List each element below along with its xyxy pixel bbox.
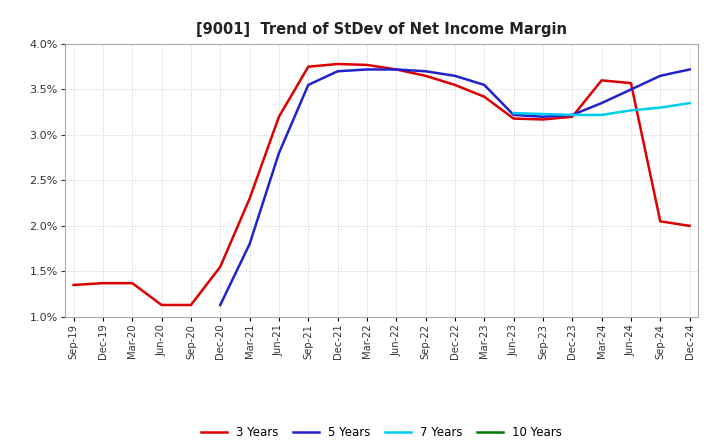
5 Years	[392, 67, 400, 72]
3 Years	[509, 116, 518, 121]
3 Years	[392, 67, 400, 72]
3 Years	[451, 82, 459, 88]
3 Years	[363, 62, 372, 68]
5 Years	[480, 82, 489, 88]
3 Years	[128, 281, 137, 286]
7 Years	[685, 100, 694, 106]
3 Years	[304, 64, 312, 70]
Legend: 3 Years, 5 Years, 7 Years, 10 Years: 3 Years, 5 Years, 7 Years, 10 Years	[201, 426, 562, 440]
5 Years	[246, 242, 254, 247]
7 Years	[568, 112, 577, 117]
5 Years	[626, 87, 635, 92]
3 Years	[656, 219, 665, 224]
5 Years	[568, 112, 577, 117]
3 Years	[99, 281, 107, 286]
5 Years	[656, 73, 665, 78]
5 Years	[598, 100, 606, 106]
3 Years	[598, 78, 606, 83]
3 Years	[539, 117, 547, 122]
5 Years	[509, 112, 518, 117]
5 Years	[216, 302, 225, 308]
Line: 5 Years: 5 Years	[220, 70, 690, 305]
3 Years	[568, 114, 577, 119]
5 Years	[539, 114, 547, 119]
7 Years	[626, 108, 635, 113]
3 Years	[69, 282, 78, 288]
7 Years	[539, 111, 547, 117]
Line: 7 Years: 7 Years	[513, 103, 690, 115]
5 Years	[451, 73, 459, 78]
5 Years	[685, 67, 694, 72]
3 Years	[157, 302, 166, 308]
7 Years	[598, 112, 606, 117]
3 Years	[186, 302, 195, 308]
5 Years	[274, 150, 283, 156]
3 Years	[246, 196, 254, 201]
5 Years	[363, 67, 372, 72]
7 Years	[509, 110, 518, 116]
5 Years	[304, 82, 312, 88]
Line: 3 Years: 3 Years	[73, 64, 690, 305]
3 Years	[274, 114, 283, 119]
3 Years	[685, 223, 694, 228]
3 Years	[480, 94, 489, 99]
3 Years	[626, 81, 635, 86]
Title: [9001]  Trend of StDev of Net Income Margin: [9001] Trend of StDev of Net Income Marg…	[196, 22, 567, 37]
7 Years	[656, 105, 665, 110]
3 Years	[216, 264, 225, 269]
3 Years	[333, 61, 342, 66]
3 Years	[421, 73, 430, 78]
5 Years	[333, 69, 342, 74]
5 Years	[421, 69, 430, 74]
